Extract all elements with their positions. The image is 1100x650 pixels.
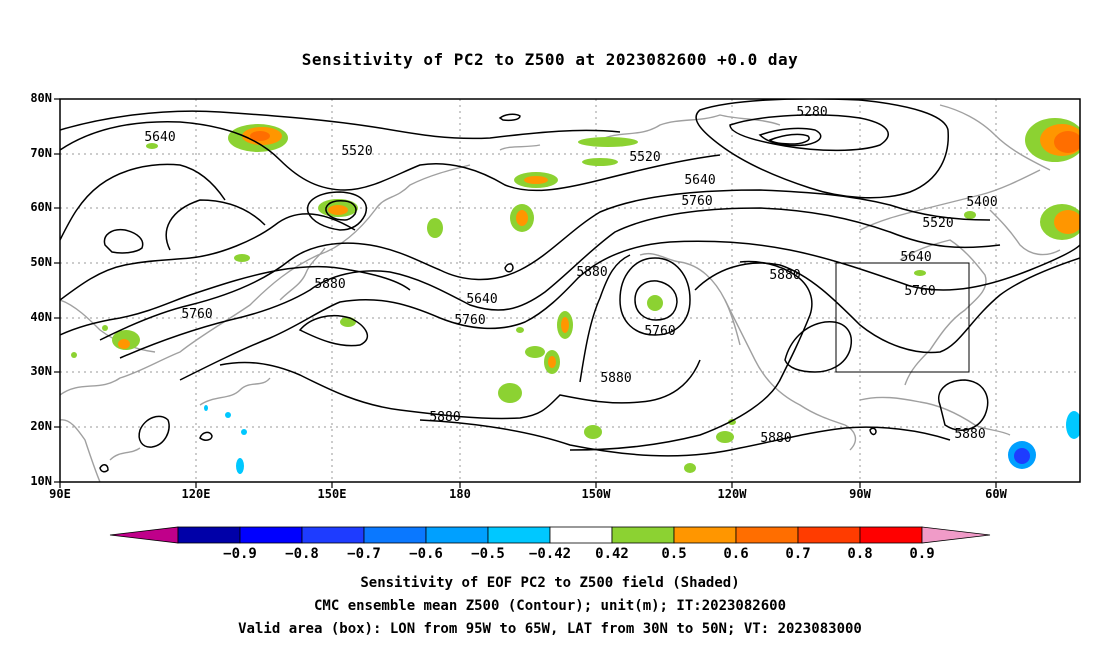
contour-label: 5880 bbox=[600, 371, 631, 386]
lon-label: 120E bbox=[181, 487, 211, 501]
lat-label: 30N bbox=[30, 364, 52, 378]
contour-label: 5880 bbox=[429, 410, 460, 425]
contour-label: 5880 bbox=[954, 427, 985, 442]
lat-label: 20N bbox=[30, 419, 52, 433]
contour-label: 5640 bbox=[466, 292, 497, 307]
contour-label: 5520 bbox=[629, 150, 660, 165]
lat-label: 80N bbox=[30, 91, 52, 105]
footer-line-2: CMC ensemble mean Z500 (Contour); unit(m… bbox=[313, 598, 786, 614]
lon-label: 120W bbox=[717, 487, 747, 501]
contour-label: 5640 bbox=[684, 173, 715, 188]
contour-label: 5640 bbox=[144, 130, 175, 145]
contour-label: 5880 bbox=[760, 431, 791, 446]
valid-area-box bbox=[835, 262, 970, 373]
contour-label: 5520 bbox=[341, 144, 372, 159]
lat-label: 50N bbox=[30, 255, 52, 269]
lon-label: 180 bbox=[449, 487, 471, 501]
lon-label: 60W bbox=[985, 487, 1007, 501]
contour-label: 5280 bbox=[796, 105, 827, 120]
contour-label: 5880 bbox=[576, 265, 607, 280]
contour-label: 5640 bbox=[900, 250, 931, 265]
lat-label: 60N bbox=[30, 200, 52, 214]
contour-label: 5880 bbox=[769, 268, 800, 283]
contour-label: 5760 bbox=[644, 324, 675, 339]
lat-label: 40N bbox=[30, 310, 52, 324]
contour-label: 5760 bbox=[181, 307, 212, 322]
contour-label: 5880 bbox=[314, 277, 345, 292]
lon-label: 150W bbox=[581, 487, 611, 501]
coastlines bbox=[60, 104, 1061, 482]
shaded-negative bbox=[204, 405, 1080, 474]
plot-frame bbox=[59, 98, 1081, 483]
lon-label: 90E bbox=[49, 487, 71, 501]
contour-label: 5760 bbox=[904, 284, 935, 299]
lat-label: 70N bbox=[30, 146, 52, 160]
contour-label: 5400 bbox=[966, 195, 997, 210]
footer-line-1: Sensitivity of EOF PC2 to Z500 field (Sh… bbox=[360, 575, 740, 591]
footer-line-3: Valid area (box): LON from 95W to 65W, L… bbox=[238, 621, 862, 637]
contour-label: 5760 bbox=[681, 194, 712, 209]
z500-contours bbox=[60, 99, 1080, 473]
shaded-positive bbox=[71, 118, 1080, 473]
lat-label: 10N bbox=[30, 474, 52, 488]
lon-label: 150E bbox=[317, 487, 347, 501]
contour-label: 5520 bbox=[922, 216, 953, 231]
contour-label: 5760 bbox=[454, 313, 485, 328]
figure-title: Sensitivity of PC2 to Z500 at 2023082600… bbox=[301, 50, 799, 69]
tick-marks bbox=[54, 98, 997, 488]
lon-label: 90W bbox=[849, 487, 871, 501]
